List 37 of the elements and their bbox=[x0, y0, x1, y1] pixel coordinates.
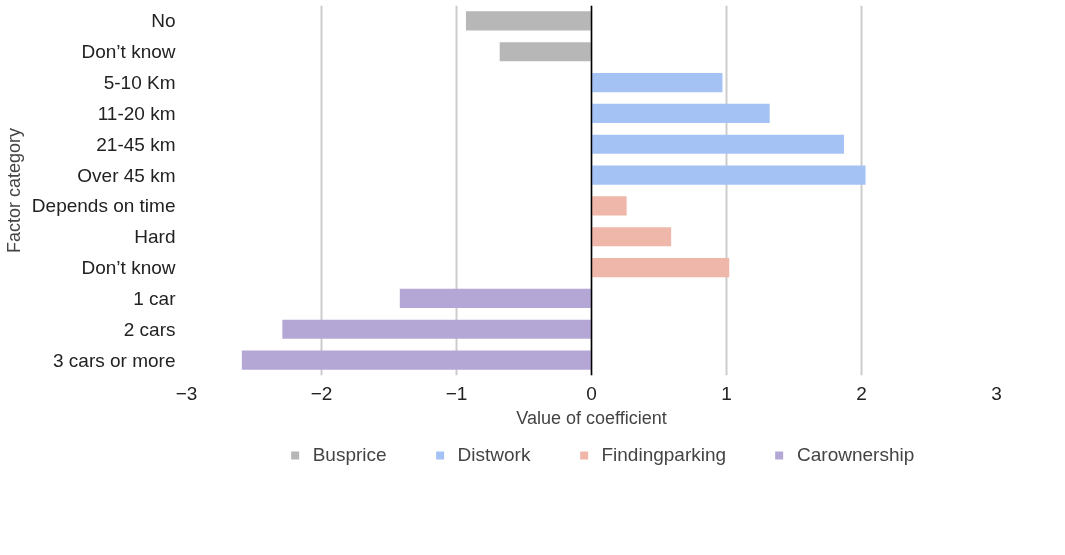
bar bbox=[591, 165, 866, 185]
legend-label: Findingparking bbox=[601, 444, 727, 466]
y-tick-label: Hard bbox=[134, 226, 176, 248]
y-tick-label: 21-45 km bbox=[96, 133, 176, 155]
bar bbox=[499, 42, 592, 62]
x-tick-label: 0 bbox=[586, 382, 597, 404]
legend-label: Busprice bbox=[312, 444, 387, 466]
bar bbox=[591, 227, 672, 247]
x-tick-label: 1 bbox=[721, 382, 732, 404]
x-tick-label: −1 bbox=[445, 382, 468, 404]
legend-label: Carownership bbox=[797, 444, 915, 466]
bar bbox=[591, 258, 730, 278]
y-axis-title: Factor category bbox=[3, 127, 24, 254]
y-tick-label: Don’t know bbox=[81, 41, 176, 63]
bar bbox=[591, 134, 844, 154]
y-tick-label: Over 45 km bbox=[77, 164, 176, 186]
bar bbox=[591, 73, 723, 93]
x-tick-label: 2 bbox=[856, 382, 867, 404]
x-tick-label: 3 bbox=[991, 382, 1002, 404]
bar bbox=[591, 103, 770, 123]
bar bbox=[399, 288, 592, 308]
y-tick-label: 2 cars bbox=[123, 318, 176, 340]
legend-label: Distwork bbox=[457, 444, 531, 466]
y-tick-label: No bbox=[151, 10, 176, 32]
y-tick-label: 1 car bbox=[133, 287, 177, 309]
bar bbox=[282, 319, 592, 339]
y-tick-label: Depends on time bbox=[31, 195, 176, 217]
y-tick-label: 11-20 km bbox=[97, 102, 176, 124]
x-tick-label: −3 bbox=[175, 382, 198, 404]
y-tick-label: Don’t know bbox=[81, 257, 176, 279]
x-axis-title: Value of coefficient bbox=[516, 407, 667, 428]
x-tick-label: −2 bbox=[310, 382, 333, 404]
y-tick-label: 3 cars or more bbox=[53, 349, 176, 371]
bar bbox=[241, 350, 592, 370]
bar bbox=[591, 196, 627, 216]
y-tick-label: 5-10 Km bbox=[103, 72, 176, 94]
bar bbox=[465, 11, 592, 31]
